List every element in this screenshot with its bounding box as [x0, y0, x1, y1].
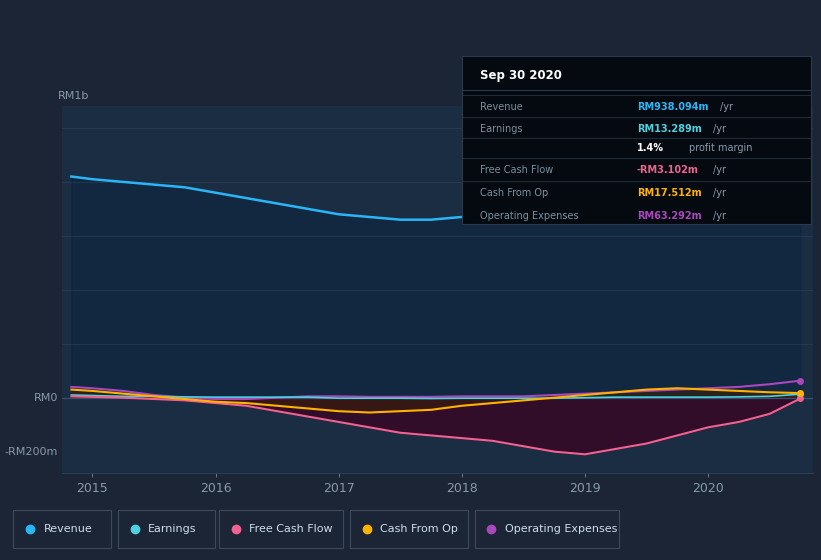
Text: RM63.292m: RM63.292m	[637, 211, 701, 221]
FancyBboxPatch shape	[350, 510, 468, 548]
Text: -RM3.102m: -RM3.102m	[637, 165, 699, 175]
Text: Free Cash Flow: Free Cash Flow	[249, 524, 333, 534]
Text: Free Cash Flow: Free Cash Flow	[479, 165, 553, 175]
Text: Revenue: Revenue	[44, 524, 93, 534]
Text: /yr: /yr	[713, 124, 726, 134]
FancyBboxPatch shape	[13, 510, 111, 548]
Text: RM1b: RM1b	[57, 91, 89, 101]
FancyBboxPatch shape	[218, 510, 343, 548]
Text: RM17.512m: RM17.512m	[637, 188, 701, 198]
Text: RM0: RM0	[34, 393, 57, 403]
Text: /yr: /yr	[721, 102, 733, 112]
Text: 1.4%: 1.4%	[637, 143, 663, 152]
Text: Operating Expenses: Operating Expenses	[479, 211, 578, 221]
Text: Revenue: Revenue	[479, 102, 522, 112]
Text: /yr: /yr	[713, 211, 726, 221]
Text: -RM200m: -RM200m	[4, 447, 57, 456]
Text: RM938.094m: RM938.094m	[637, 102, 709, 112]
FancyBboxPatch shape	[475, 510, 619, 548]
Text: Operating Expenses: Operating Expenses	[505, 524, 617, 534]
Text: /yr: /yr	[713, 188, 726, 198]
Text: profit margin: profit margin	[689, 143, 753, 152]
Text: RM13.289m: RM13.289m	[637, 124, 701, 134]
Text: Cash From Op: Cash From Op	[380, 524, 458, 534]
Text: Earnings: Earnings	[148, 524, 196, 534]
Text: /yr: /yr	[713, 165, 726, 175]
Text: Sep 30 2020: Sep 30 2020	[479, 69, 562, 82]
Text: Earnings: Earnings	[479, 124, 522, 134]
Text: Cash From Op: Cash From Op	[479, 188, 548, 198]
FancyBboxPatch shape	[118, 510, 215, 548]
